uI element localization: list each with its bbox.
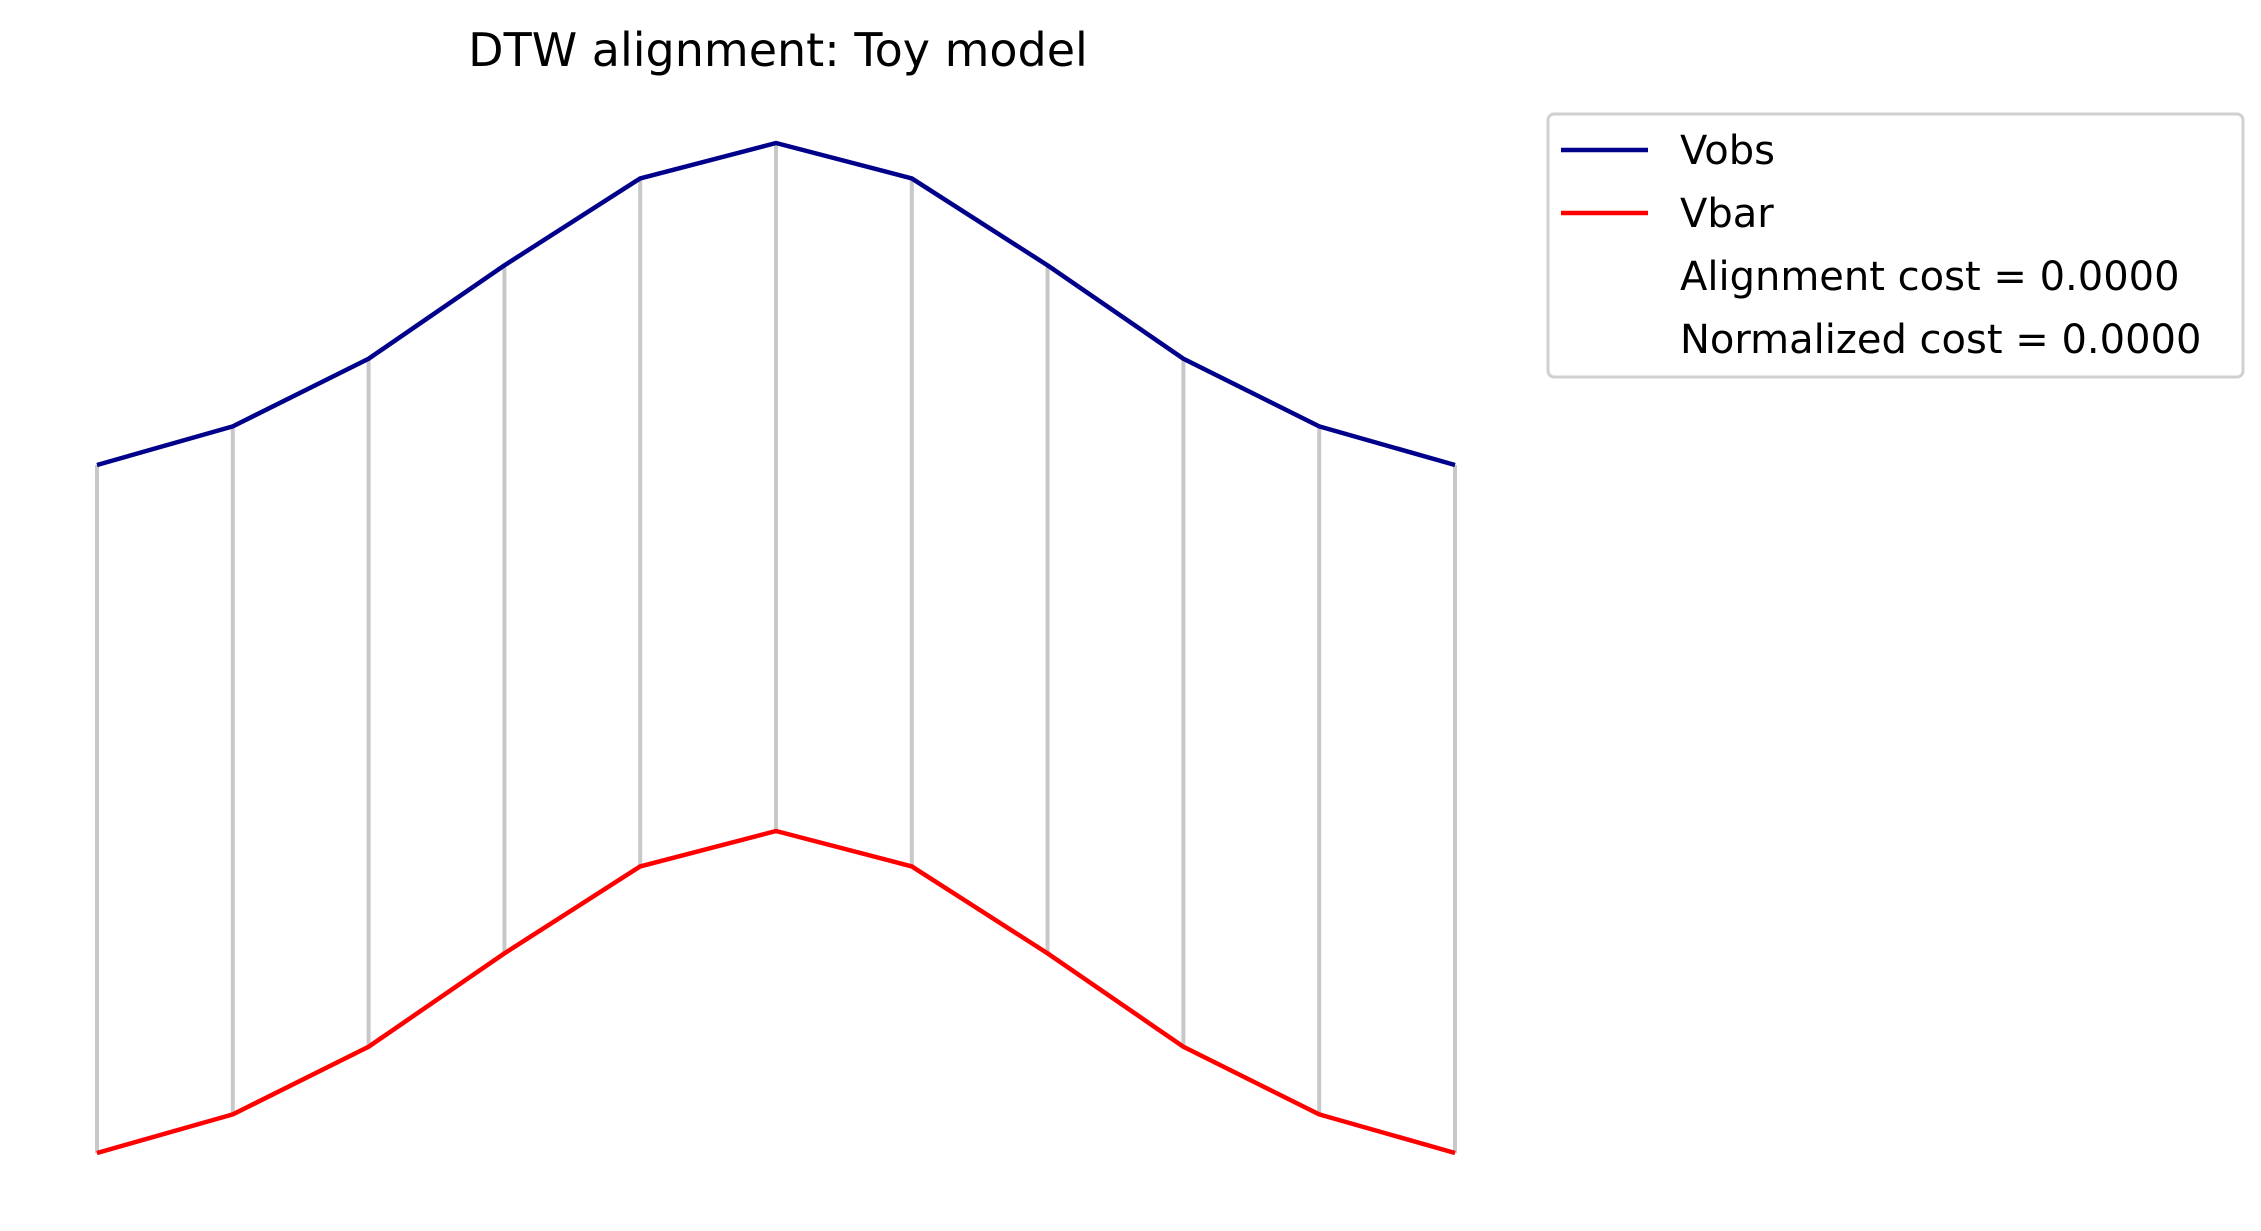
legend-label: Vbar: [1680, 191, 1774, 237]
series-line-vobs: [96, 140, 1456, 468]
legend-items: Vobs Vbar Alignment cost = 0.0000 Normalize…: [1561, 128, 2201, 363]
chart-title: DTW alignment: Toy model: [468, 23, 1088, 77]
series-lines: [96, 140, 1456, 1156]
series-line-vbar: [96, 828, 1456, 1156]
legend-label: Alignment cost = 0.0000: [1680, 254, 2180, 300]
legend-box: [1546, 112, 2245, 379]
legend-label: Vobs: [1680, 128, 1775, 174]
legend-label: Normalized cost = 0.0000: [1680, 317, 2201, 363]
legend: Vobs Vbar Alignment cost = 0.0000 Normalize…: [1546, 112, 2245, 379]
alignment-lines: [95, 143, 1457, 1153]
